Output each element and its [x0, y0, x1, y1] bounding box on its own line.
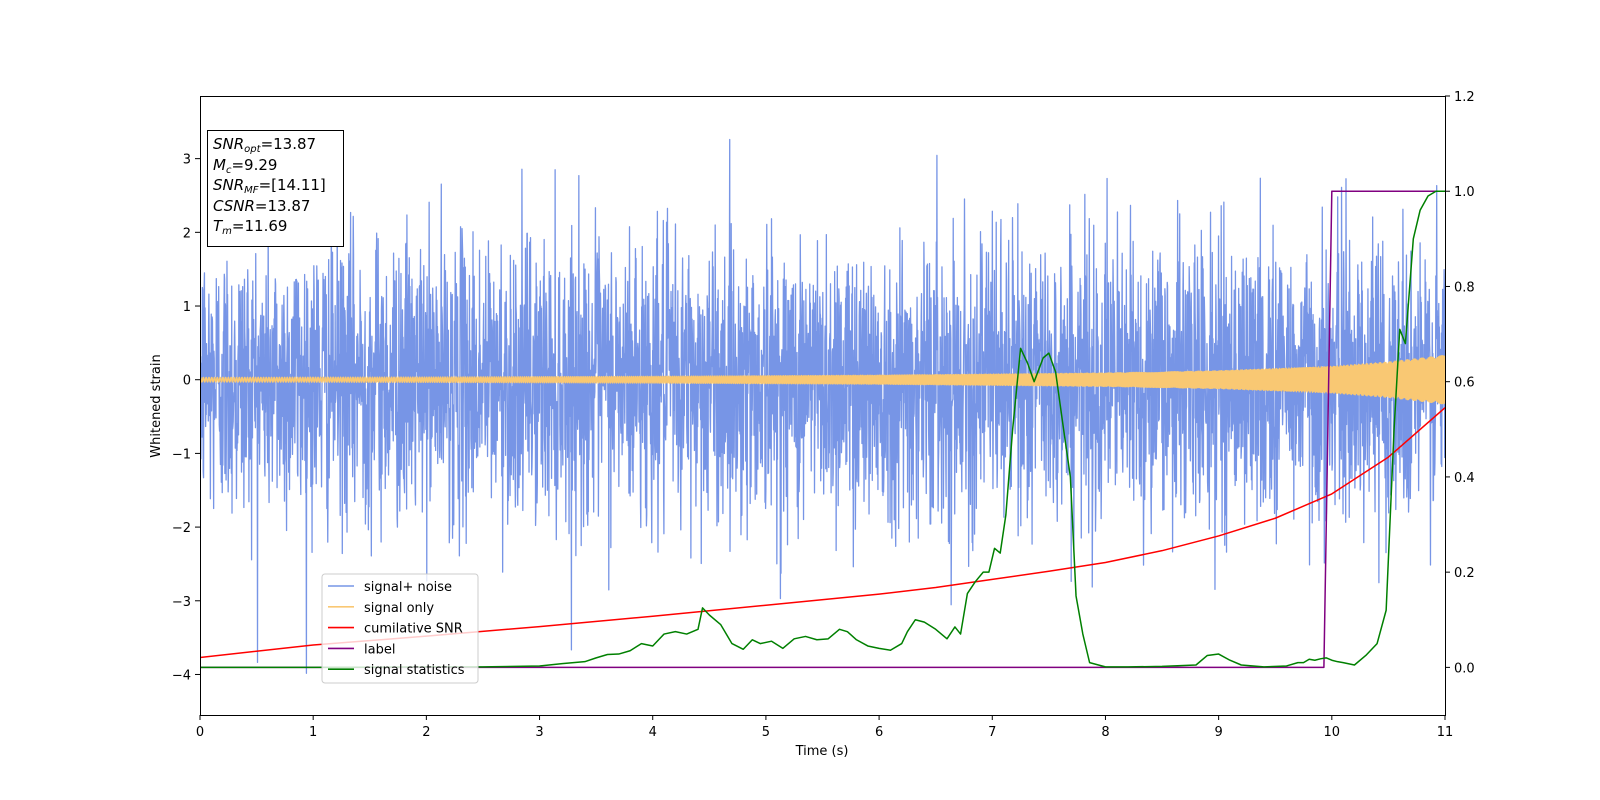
x-axis: 0 1 2 3 4 5 6 7 8 9 10 11	[196, 715, 1453, 740]
y-tick-label: −1	[172, 447, 191, 462]
y-tick-label: −4	[172, 668, 191, 683]
x-tick-label: 1	[309, 725, 317, 740]
y-axis-right: 0.0 0.2 0.4 0.6 0.8 1.0 1.2	[1445, 90, 1475, 676]
x-tick-label: 2	[422, 725, 430, 740]
y-tick-label: 3	[183, 153, 191, 168]
x-tick-label: 3	[535, 725, 543, 740]
mc-line: Mc=9.29	[213, 155, 278, 176]
legend-label: cumilative SNR	[364, 622, 463, 637]
x-tick-label: 11	[1437, 725, 1454, 740]
x-tick-label: 0	[196, 725, 204, 740]
x-tick-label: 10	[1324, 725, 1341, 740]
series-signal-only	[200, 355, 1445, 405]
x-axis-label: Time (s)	[795, 744, 849, 759]
y2-tick-label: 0.2	[1454, 566, 1475, 581]
y-axis-left: −4 −3 −2 −1 0 1 2 3	[172, 153, 200, 683]
x-tick-label: 7	[988, 725, 996, 740]
csnr-line: CSNR=13.87	[213, 196, 311, 215]
legend-label: signal+ noise	[364, 580, 452, 595]
y2-tick-label: 0.0	[1454, 661, 1475, 676]
series-cumilative-snr	[200, 407, 1445, 659]
y-tick-label: −3	[172, 595, 191, 610]
legend-label: label	[364, 642, 395, 657]
legend-label: signal only	[364, 601, 434, 616]
series-signal-statistics	[200, 190, 1445, 669]
plot-area	[200, 138, 1445, 674]
legend-label: signal statistics	[364, 663, 465, 678]
y2-tick-label: 1.2	[1454, 90, 1475, 105]
snr-mf-line: SNRMF=[14.11]	[213, 176, 326, 197]
y-tick-label: 1	[183, 300, 191, 315]
x-tick-label: 9	[1214, 725, 1222, 740]
legend-box	[321, 573, 479, 684]
y-tick-label: 0	[183, 374, 191, 389]
x-tick-label: 5	[762, 725, 770, 740]
axes-frame	[200, 96, 1446, 716]
y-tick-label: −2	[172, 521, 191, 536]
tm-line: Tm=11.69	[213, 217, 288, 238]
x-tick-label: 4	[649, 725, 657, 740]
legend: signal+ noise signal only cumilative SNR la…	[321, 573, 479, 684]
y2-tick-label: 0.4	[1454, 471, 1475, 486]
y2-tick-label: 0.6	[1454, 376, 1475, 391]
snr-info-box: SNRopt=13.87 Mc=9.29 SNRMF=[14.11] CSNR=…	[207, 130, 344, 247]
y2-tick-label: 0.8	[1454, 280, 1475, 295]
x-tick-label: 8	[1101, 725, 1109, 740]
y-tick-label: 2	[183, 226, 191, 241]
snr-opt-line: SNRopt=13.87	[213, 135, 317, 155]
series-label	[200, 190, 1445, 669]
y2-tick-label: 1.0	[1454, 185, 1475, 200]
x-tick-label: 6	[875, 725, 883, 740]
y-axis-label: Whitened strain	[149, 354, 164, 457]
